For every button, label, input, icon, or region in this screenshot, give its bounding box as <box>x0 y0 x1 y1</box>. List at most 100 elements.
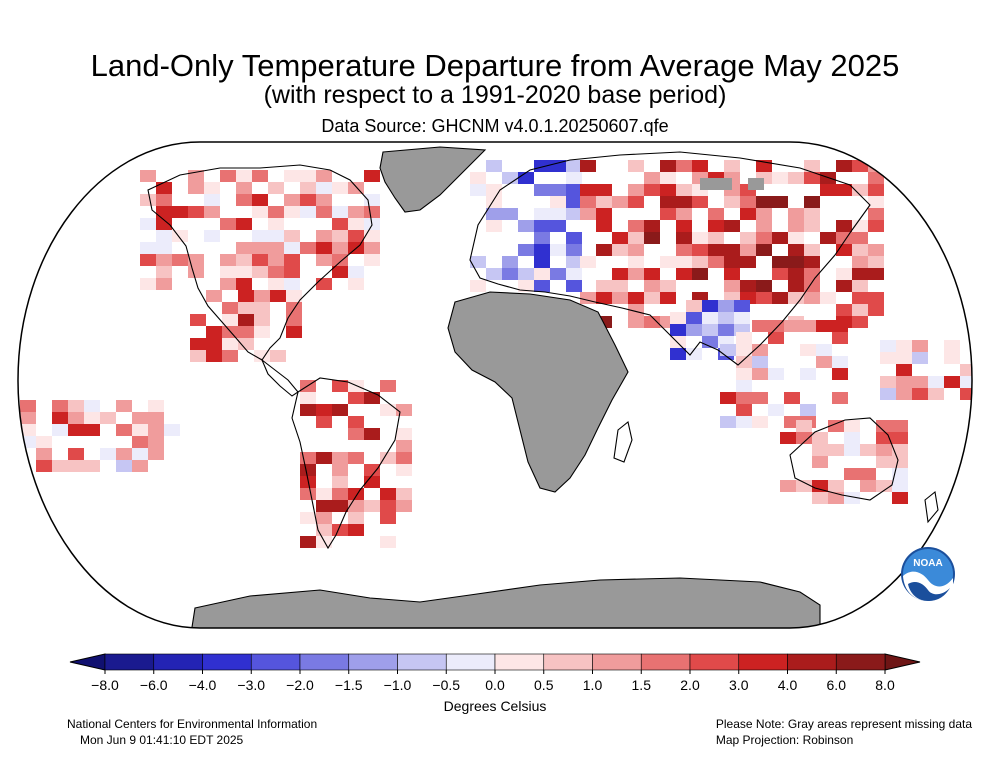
anomaly-cell <box>190 350 206 362</box>
anomaly-cell <box>156 254 172 266</box>
anomaly-cell <box>204 194 220 206</box>
anomaly-cell <box>692 256 708 268</box>
anomaly-cell <box>628 316 644 328</box>
anomaly-cell <box>820 232 836 244</box>
anomaly-cell <box>772 172 788 184</box>
anomaly-cell <box>788 172 804 184</box>
anomaly-cell <box>596 220 612 232</box>
anomaly-cell <box>828 480 844 492</box>
anomaly-cell <box>316 254 332 266</box>
anomaly-cell <box>852 268 868 280</box>
anomaly-cell <box>580 196 596 208</box>
anomaly-cell <box>190 338 206 350</box>
anomaly-cell <box>676 232 692 244</box>
anomaly-cell <box>116 460 132 472</box>
anomaly-cell <box>868 208 884 220</box>
anomaly-cell <box>660 256 676 268</box>
anomaly-cell <box>486 208 502 220</box>
data-source: Data Source: GHCNM v4.0.1.20250607.qfe <box>321 116 669 136</box>
colorbar-tick-label: 4.0 <box>778 677 798 693</box>
anomaly-cell <box>300 182 316 194</box>
anomaly-cell <box>534 184 550 196</box>
anomaly-cell <box>222 338 238 350</box>
anomaly-cell <box>692 268 708 280</box>
anomaly-cell <box>502 256 518 268</box>
anomaly-cell <box>692 160 708 172</box>
anomaly-cell <box>596 244 612 256</box>
anomaly-cell <box>852 232 868 244</box>
anomaly-cell <box>550 244 566 256</box>
anomaly-cell <box>788 232 804 244</box>
anomaly-cell <box>756 244 772 256</box>
org-name: National Centers for Environmental Infor… <box>67 717 318 731</box>
anomaly-cell <box>702 312 718 324</box>
anomaly-cell <box>660 280 676 292</box>
anomaly-cell <box>68 400 84 412</box>
anomaly-cell <box>20 400 36 412</box>
anomaly-cell <box>204 206 220 218</box>
anomaly-cell <box>172 206 188 218</box>
anomaly-cell <box>676 184 692 196</box>
anomaly-cell <box>644 316 660 328</box>
anomaly-cell <box>944 376 960 388</box>
anomaly-cell <box>896 376 912 388</box>
anomaly-cell <box>236 170 252 182</box>
anomaly-cell <box>348 278 364 290</box>
anomaly-cell <box>692 232 708 244</box>
anomaly-cell <box>316 170 332 182</box>
anomaly-cell <box>140 254 156 266</box>
anomaly-cell <box>796 420 812 432</box>
map-title: Land-Only Temperature Departure from Ave… <box>90 48 900 83</box>
colorbar-tick-label: 0.0 <box>485 677 505 693</box>
anomaly-cell <box>852 256 868 268</box>
anomaly-cell <box>676 160 692 172</box>
anomaly-cell <box>800 320 816 332</box>
anomaly-cell <box>254 302 270 314</box>
anomaly-cell <box>686 312 702 324</box>
anomaly-cell <box>960 376 972 388</box>
anomaly-cell <box>486 268 502 280</box>
anomaly-cell <box>804 292 820 304</box>
anomaly-cell <box>812 480 828 492</box>
anomaly-cell <box>52 460 68 472</box>
anomaly-cell <box>220 266 236 278</box>
missing-cell <box>748 178 764 190</box>
anomaly-cell <box>780 432 796 444</box>
anomaly-cell <box>254 350 270 362</box>
anomaly-cell <box>612 268 628 280</box>
anomaly-cell <box>944 352 960 364</box>
anomaly-cell <box>316 194 332 206</box>
anomaly-cell <box>84 424 100 436</box>
anomaly-cell <box>596 184 612 196</box>
anomaly-cell <box>676 220 692 232</box>
anomaly-cell <box>156 242 172 254</box>
missing-note: Please Note: Gray areas represent missin… <box>715 717 972 731</box>
anomaly-cell <box>724 160 740 172</box>
anomaly-cell <box>284 254 300 266</box>
anomaly-cell <box>832 332 848 344</box>
anomaly-cell <box>756 196 772 208</box>
anomaly-cell <box>396 488 412 500</box>
anomaly-cell <box>740 244 756 256</box>
anomaly-cell <box>740 196 756 208</box>
anomaly-cell <box>252 206 268 218</box>
anomaly-cell <box>206 290 222 302</box>
landmasses <box>147 146 939 628</box>
anomaly-cell <box>880 340 896 352</box>
anomaly-cell <box>596 196 612 208</box>
anomaly-cell <box>550 268 566 280</box>
anomaly-cell <box>204 230 220 242</box>
anomaly-cell <box>188 182 204 194</box>
colorbar-end-high <box>884 653 921 671</box>
anomaly-cell <box>236 218 252 230</box>
anomaly-cell <box>332 242 348 254</box>
anomaly-cell <box>300 512 316 524</box>
anomaly-cell <box>132 436 148 448</box>
anomaly-cell <box>486 160 502 172</box>
anomaly-cell <box>832 356 848 368</box>
anomaly-cell <box>836 304 852 316</box>
anomaly-cell <box>190 314 206 326</box>
anomaly-cell <box>752 320 768 332</box>
anomaly-cell <box>348 230 364 242</box>
anomaly-cell <box>348 392 364 404</box>
